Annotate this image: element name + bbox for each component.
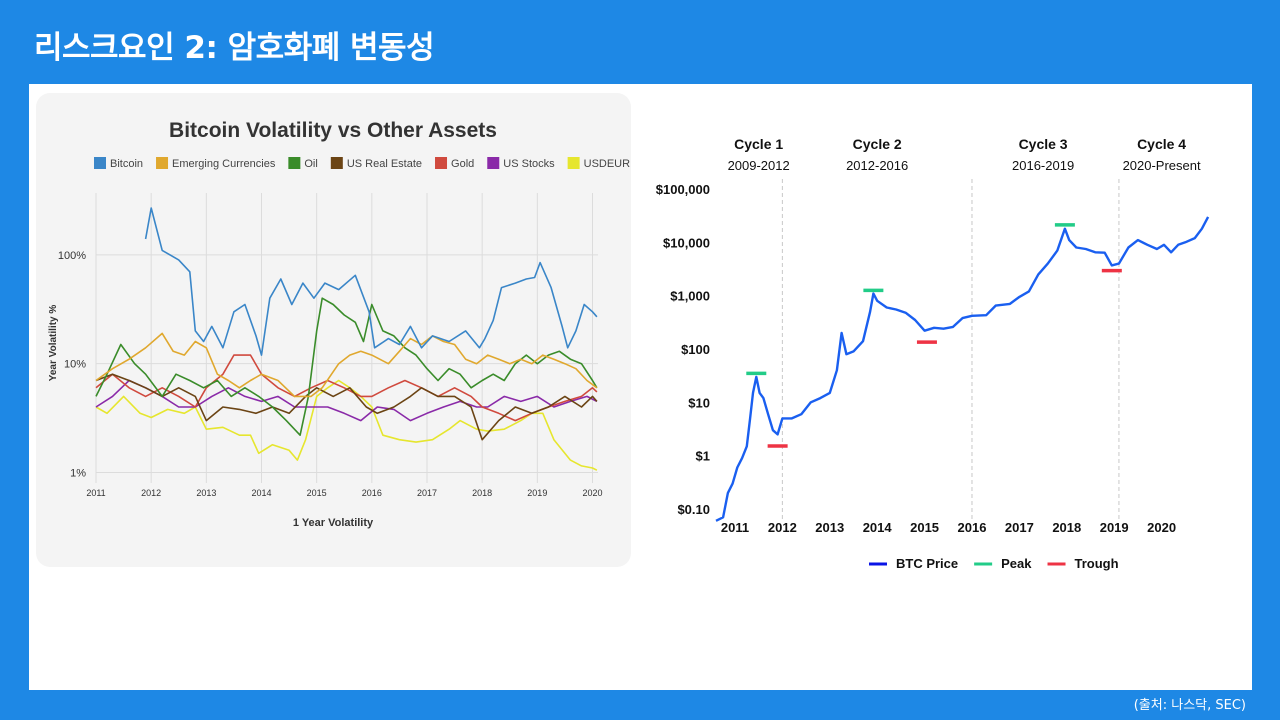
volatility-chart-card: Bitcoin Volatility vs Other Assets Bitcoi…	[36, 93, 631, 567]
slide-title: 리스크요인 2: 암호화폐 변동성	[34, 30, 435, 66]
y-tick-label: $100,000	[656, 182, 710, 197]
x-tick-label: 2017	[417, 488, 437, 498]
x-axis-label: 1 Year Volatility	[293, 517, 374, 529]
y-tick-label: $1	[696, 449, 710, 464]
legend-label-usdeur: USDEUR	[584, 158, 631, 170]
legend-swatch-us-stocks	[487, 157, 500, 169]
legend-swatch-gold	[435, 157, 448, 169]
y-tick-label: $10	[688, 395, 710, 410]
content-panel: Bitcoin Volatility vs Other Assets Bitcoi…	[29, 84, 1252, 690]
legend-item-usdeur: USDEUR	[567, 157, 631, 170]
series-line-bitcoin	[144, 207, 598, 356]
legend-label-peak: Peak	[1001, 556, 1032, 571]
cycle-period-cycle-2: 2012-2016	[846, 158, 908, 173]
x-tick-label: 2017	[1005, 520, 1034, 535]
x-tick-label: 2016	[362, 488, 382, 498]
legend-item-bitcoin: Bitcoin	[94, 157, 143, 170]
legend-item-btc-price: BTC Price	[869, 556, 958, 571]
y-tick-label: 10%	[64, 359, 86, 371]
cycle-name-cycle-1: Cycle 1	[734, 136, 783, 152]
chart-title: Bitcoin Volatility vs Other Assets	[169, 119, 497, 142]
legend-swatch-bitcoin	[94, 157, 106, 169]
x-tick-label: 2012	[768, 520, 797, 535]
y-tick-label: $100	[681, 342, 710, 357]
legend-label-emerging-currencies: Emerging Currencies	[172, 158, 276, 170]
x-tick-label: 2016	[958, 520, 987, 535]
legend-item-emerging-currencies: Emerging Currencies	[156, 157, 276, 170]
x-tick-label: 2014	[251, 488, 271, 498]
cycle-name-cycle-3: Cycle 3	[1019, 136, 1068, 152]
legend-label-btc-price: BTC Price	[896, 556, 958, 571]
y-axis-label: Year Volatility %	[48, 305, 59, 382]
x-tick-label: 2014	[863, 520, 893, 535]
source-note: (출처: 나스닥, SEC)	[1133, 698, 1246, 713]
btc-price-cycle-chart: Cycle 1 2009-2012 Cycle 2 2012-2016 Cycle 3 2…	[656, 136, 1210, 571]
y-tick-label: $10,000	[663, 235, 710, 250]
x-tick-label: 2011	[86, 488, 105, 498]
series-line-us-stocks	[95, 379, 598, 422]
x-tick-label: 2019	[527, 488, 547, 498]
x-tick-label: 2019	[1100, 520, 1129, 535]
legend-label-oil: Oil	[304, 158, 317, 170]
cycle-period-cycle-4: 2020-Present	[1123, 158, 1201, 173]
legend-item-peak: Peak	[974, 556, 1032, 571]
y-tick-label: $0.10	[677, 502, 710, 517]
series-line-us-real-estate	[95, 373, 598, 441]
btc-cycle-chart-container: Cycle 1 2009-2012 Cycle 2 2012-2016 Cycle 3 2…	[629, 104, 1229, 594]
legend-swatch-emerging-currencies	[156, 157, 169, 169]
x-tick-label: 2011	[721, 520, 749, 535]
legend-label-bitcoin: Bitcoin	[110, 158, 143, 170]
legend-label-trough: Trough	[1075, 556, 1119, 571]
x-tick-label: 2013	[815, 520, 844, 535]
volatility-chart: Bitcoin Volatility vs Other Assets Bitcoi…	[48, 119, 631, 529]
legend-item-gold: Gold	[435, 157, 474, 170]
legend-item-trough: Trough	[1047, 556, 1119, 571]
legend-swatch-us-real-estate	[330, 157, 343, 169]
legend-swatch-usdeur	[567, 157, 580, 169]
cycle-period-cycle-1: 2009-2012	[728, 158, 790, 173]
series-line-oil	[95, 297, 598, 436]
x-tick-label: 2018	[1052, 520, 1081, 535]
legend-item-us-stocks: US Stocks	[487, 157, 555, 170]
y-tick-label: 1%	[70, 467, 86, 479]
x-tick-label: 2020	[1147, 520, 1176, 535]
x-tick-label: 2012	[141, 488, 161, 498]
y-tick-label: $1,000	[670, 289, 710, 304]
series-line-usdeur	[95, 379, 598, 471]
cycle-period-cycle-3: 2016-2019	[1012, 158, 1074, 173]
legend-swatch-oil	[288, 157, 301, 169]
x-tick-label: 2020	[582, 488, 602, 498]
legend-label-us-real-estate: US Real Estate	[347, 158, 422, 170]
x-tick-label: 2013	[196, 488, 216, 498]
btc-price-line	[715, 216, 1210, 522]
cycle-name-cycle-4: Cycle 4	[1137, 136, 1186, 152]
legend-label-us-stocks: US Stocks	[503, 158, 555, 170]
series-line-emerging-currencies	[95, 332, 598, 398]
legend-item-us-real-estate: US Real Estate	[330, 157, 422, 170]
x-tick-label: 2015	[910, 520, 939, 535]
legend-item-oil: Oil	[288, 157, 318, 170]
x-tick-label: 2015	[307, 488, 327, 498]
x-tick-label: 2018	[472, 488, 492, 498]
legend-label-gold: Gold	[451, 158, 474, 170]
cycle-name-cycle-2: Cycle 2	[853, 136, 902, 152]
y-tick-label: 100%	[58, 250, 86, 262]
